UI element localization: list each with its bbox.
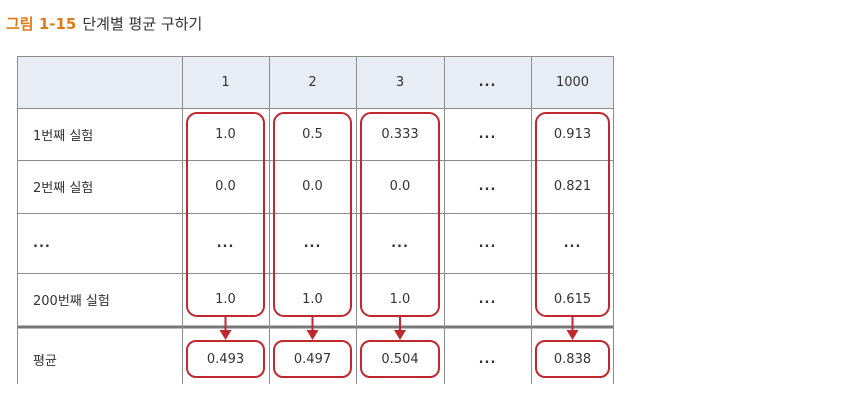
average-highlight-box	[186, 340, 265, 378]
table-cell-ellipsis: ...	[478, 126, 497, 142]
header-cell-step-1: 1	[221, 74, 230, 90]
arrow-head	[566, 330, 579, 340]
table-cell-ellipsis: ...	[303, 235, 322, 251]
table-cell-ellipsis: ...	[391, 235, 409, 251]
arrow-head	[394, 330, 406, 340]
arrow-head	[306, 330, 319, 340]
table-cell: 0.0	[302, 179, 323, 194]
table-cell-ellipsis: ...	[216, 235, 235, 251]
average-value: 0.504	[381, 351, 419, 367]
row-label-ellipsis: ...	[33, 235, 51, 251]
table-cell: 0.0	[215, 179, 236, 194]
table-cell: 0.615	[553, 292, 592, 307]
table-cell: 1.0	[302, 292, 323, 307]
table-cell: 0.5	[302, 126, 323, 142]
table-cell-ellipsis: ...	[563, 235, 582, 251]
table-cell-ellipsis: ...	[478, 292, 497, 307]
table-cell: 0.0	[389, 179, 411, 194]
figure-number: 그림 1-15	[6, 15, 77, 33]
row-label-trial-2: 2번째 실험	[33, 181, 94, 196]
table-cell: 1.0	[215, 292, 236, 307]
header-cell-step-2: 2	[308, 74, 317, 90]
average-ellipsis: ...	[478, 351, 497, 367]
header-cell-ellipsis: ...	[478, 74, 497, 90]
averages-table: 1 2 3 ... 1000 1번째 실험 1.0 0.5 0.333 ... …	[17, 56, 614, 384]
table-cell: 0.821	[553, 179, 592, 194]
header-cell-step-1000: 1000	[555, 74, 590, 90]
table-cell: 0.913	[553, 126, 592, 142]
average-highlight-box	[535, 340, 610, 378]
header-cell-blank	[17, 56, 182, 108]
table-lines	[17, 56, 614, 384]
average-highlight-box	[360, 340, 440, 378]
row-label-trial-200: 200번째 실험	[33, 294, 110, 309]
figure-title: 단계별 평균 구하기	[82, 15, 203, 33]
average-value: 0.493	[206, 351, 245, 367]
average-highlight-box	[273, 340, 352, 378]
average-value: 0.497	[293, 351, 332, 367]
arrow-head	[219, 330, 232, 340]
table-cell-ellipsis: ...	[478, 235, 497, 251]
table-cell-ellipsis: ...	[478, 179, 497, 194]
table-cell: 1.0	[389, 292, 411, 307]
row-label-average: 평균	[33, 353, 57, 369]
average-value: 0.838	[553, 351, 592, 367]
row-label-trial-1: 1번째 실험	[33, 128, 94, 144]
figure-caption: 그림 1-15 단계별 평균 구하기	[6, 13, 202, 34]
table-cell: 0.333	[381, 126, 419, 142]
table-cell: 1.0	[215, 126, 236, 142]
header-cell-step-3: 3	[395, 74, 405, 90]
header-background	[17, 56, 614, 108]
